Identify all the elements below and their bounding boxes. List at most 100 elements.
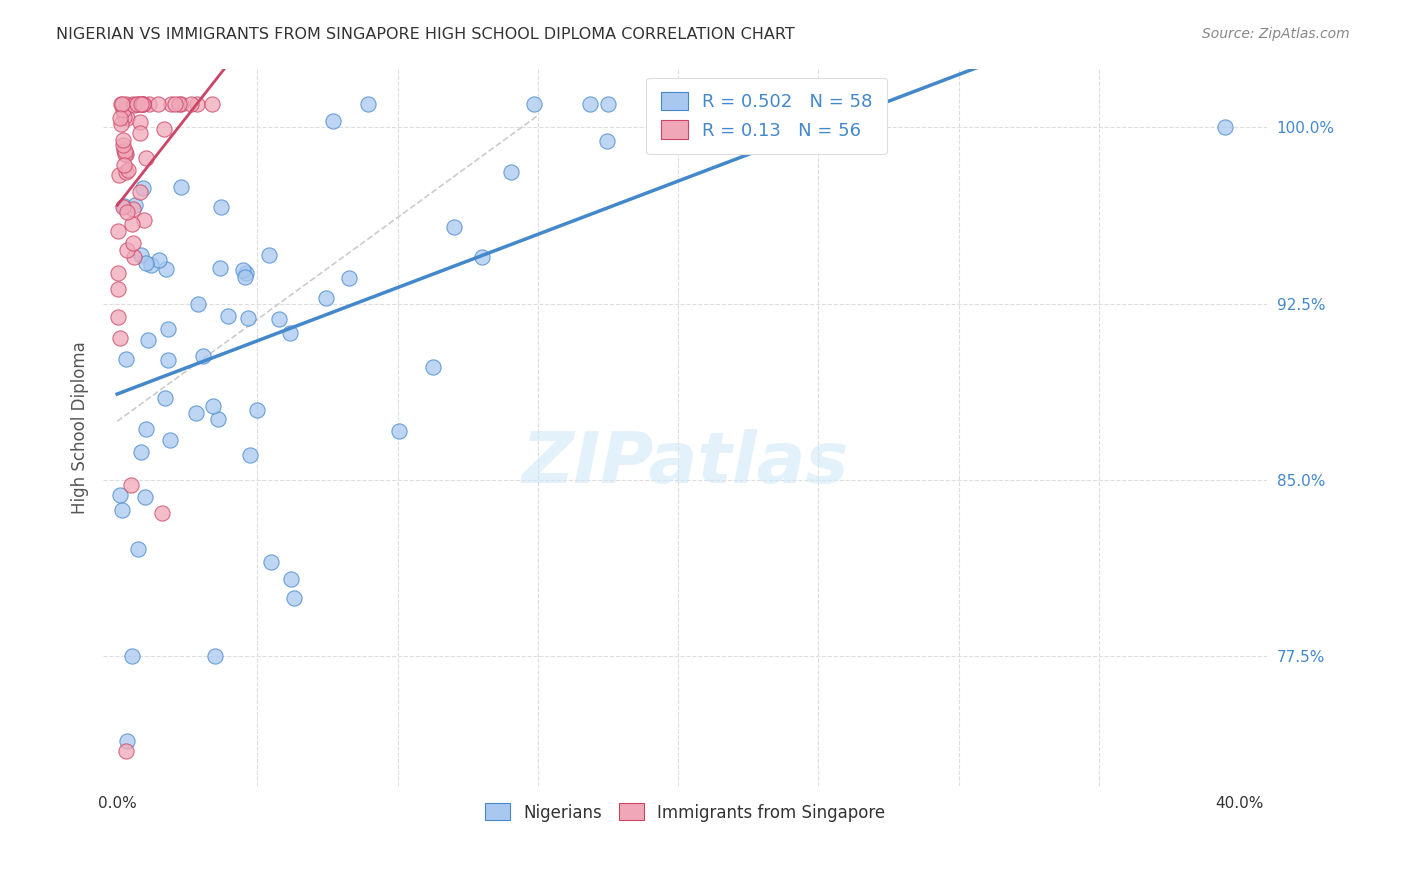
Point (233, 270, 256, 285)
Point (122, 250, 145, 264)
Point (148, 253, 170, 268)
Point (112, 137, 135, 152)
Point (127, 96, 149, 111)
Point (356, 96, 378, 111)
Point (129, 248, 152, 262)
Point (129, 126, 152, 140)
Point (132, 96, 155, 111)
Point (120, 477, 142, 491)
Point (107, 266, 129, 280)
Point (131, 96, 153, 111)
Point (115, 734, 138, 748)
Point (127, 96, 149, 111)
Point (388, 424, 411, 438)
Point (121, 202, 143, 216)
Point (127, 541, 149, 556)
Point (180, 96, 202, 111)
Point (150, 506, 173, 520)
Point (131, 96, 153, 111)
Point (131, 96, 153, 111)
Legend: Nigerians, Immigrants from Singapore: Nigerians, Immigrants from Singapore (471, 790, 898, 835)
Point (238, 310, 260, 325)
Point (114, 144, 136, 158)
Point (204, 649, 226, 664)
Point (211, 200, 233, 214)
Point (259, 248, 281, 262)
Point (159, 433, 181, 447)
Point (232, 263, 254, 277)
Point (114, 110, 136, 124)
Point (115, 205, 138, 219)
Point (191, 349, 214, 363)
Point (108, 111, 131, 125)
Point (107, 282, 129, 296)
Point (1213, 120, 1236, 135)
Point (108, 168, 131, 182)
Point (201, 399, 224, 413)
Point (283, 591, 305, 605)
Point (155, 261, 177, 276)
Point (153, 122, 176, 136)
Point (170, 96, 193, 111)
Point (132, 181, 155, 195)
Point (155, 391, 177, 405)
Point (598, 96, 620, 111)
Point (217, 309, 239, 323)
Point (422, 360, 444, 375)
Point (107, 224, 129, 238)
Point (235, 266, 257, 280)
Point (207, 411, 229, 425)
Point (499, 164, 522, 178)
Point (209, 260, 232, 275)
Point (111, 133, 134, 147)
Point (138, 333, 160, 347)
Point (260, 555, 283, 569)
Point (157, 353, 180, 368)
Text: ZIPatlas: ZIPatlas (522, 428, 849, 498)
Point (267, 312, 290, 326)
Point (114, 351, 136, 366)
Point (280, 572, 302, 586)
Point (523, 96, 546, 111)
Point (121, 217, 143, 231)
Point (111, 503, 134, 517)
Text: Source: ZipAtlas.com: Source: ZipAtlas.com (1202, 27, 1350, 41)
Point (578, 96, 600, 111)
Point (596, 134, 619, 148)
Point (135, 422, 157, 436)
Point (135, 256, 157, 270)
Point (112, 103, 135, 117)
Point (186, 96, 208, 111)
Point (167, 96, 190, 111)
Point (239, 448, 262, 462)
Point (129, 444, 152, 458)
Point (115, 146, 138, 161)
Text: NIGERIAN VS IMMIGRANTS FROM SINGAPORE HIGH SCHOOL DIPLOMA CORRELATION CHART: NIGERIAN VS IMMIGRANTS FROM SINGAPORE HI… (56, 27, 794, 42)
Point (186, 406, 208, 420)
Point (110, 96, 132, 111)
Point (121, 648, 143, 663)
Point (157, 322, 180, 336)
Point (114, 743, 136, 757)
Point (138, 96, 160, 111)
Point (201, 96, 224, 111)
Point (112, 143, 135, 157)
Point (121, 96, 143, 111)
Point (170, 180, 193, 194)
Point (134, 212, 156, 227)
Point (115, 96, 138, 111)
Point (110, 331, 132, 345)
Y-axis label: High School Diploma: High School Diploma (72, 341, 89, 514)
Point (159, 96, 181, 111)
Point (122, 235, 145, 250)
Point (117, 163, 139, 178)
Point (322, 114, 344, 128)
Point (187, 296, 209, 310)
Point (278, 326, 301, 340)
Point (117, 111, 139, 125)
Point (246, 402, 269, 417)
Point (124, 98, 146, 112)
Point (110, 117, 132, 131)
Point (165, 96, 187, 111)
Point (112, 199, 135, 213)
